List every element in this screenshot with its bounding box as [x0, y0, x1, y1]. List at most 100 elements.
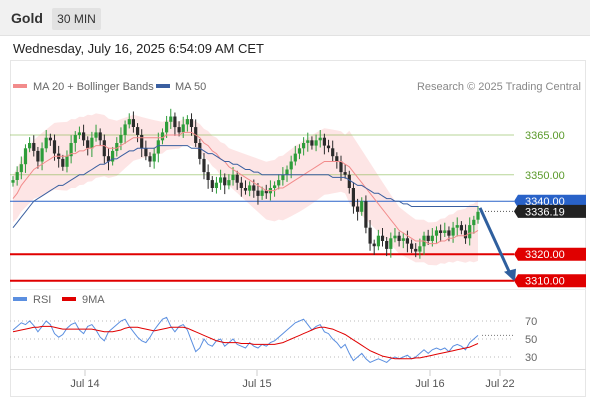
- moving-averages: [12, 131, 516, 282]
- candle-body: [364, 201, 368, 228]
- candle-body: [335, 156, 339, 162]
- candle-body: [36, 150, 40, 162]
- candle-body: [430, 235, 434, 241]
- candle-body: [376, 235, 380, 247]
- candle-body: [418, 246, 422, 252]
- candle-body: [11, 180, 15, 183]
- x-tick-label: Jul 22: [485, 378, 514, 390]
- forecast-arrow-head: [504, 268, 516, 282]
- ma50-line: [12, 145, 478, 229]
- candle-body: [144, 148, 148, 157]
- candle-body: [140, 135, 144, 149]
- candle-body: [414, 248, 418, 252]
- candle-body: [210, 180, 214, 188]
- candle-body: [119, 135, 123, 143]
- candle-body: [459, 225, 463, 231]
- candle-body: [165, 121, 169, 133]
- chart-datetime: Wednesday, July 16, 2025 6:54:09 AM CET: [13, 41, 264, 56]
- candle-body: [472, 219, 476, 226]
- candle-body: [297, 148, 302, 154]
- legend-swatch-rsi: [13, 297, 27, 301]
- rsi-line: [12, 316, 479, 363]
- candle-body: [185, 119, 189, 125]
- candle-body: [202, 158, 206, 173]
- candle-body: [23, 148, 28, 165]
- candle-body: [351, 188, 355, 207]
- candle-body: [256, 190, 260, 196]
- candle-body: [106, 156, 111, 162]
- candle-body: [239, 182, 243, 188]
- candle-body: [447, 230, 451, 236]
- candle-body: [360, 201, 364, 212]
- x-tick-label: Jul 16: [415, 378, 444, 390]
- candle-body: [397, 235, 401, 241]
- candle-body: [123, 124, 127, 135]
- candle-body: [206, 172, 210, 180]
- research-credit: Research © 2025 Trading Central: [417, 81, 581, 93]
- candle-body: [214, 182, 218, 188]
- ma20-line: [12, 131, 479, 245]
- candle-body: [243, 188, 248, 191]
- level-tag-3310.00: 3310.00: [525, 276, 565, 288]
- rsi-9ma-line: [12, 325, 479, 360]
- candle-body: [44, 137, 48, 149]
- candle-body: [52, 140, 57, 154]
- legend-label-9ma: 9MA: [82, 294, 105, 306]
- candle-body: [223, 177, 227, 186]
- candle-body: [389, 238, 393, 249]
- candle-body: [86, 140, 90, 149]
- candle-body: [219, 177, 223, 183]
- chart-frame: [10, 60, 586, 397]
- candle-body: [102, 140, 106, 157]
- legend-swatch-ma20: [13, 84, 27, 88]
- candle-body: [463, 230, 468, 239]
- candle-body: [434, 230, 439, 236]
- level-label-3365.00: 3365.00: [525, 130, 565, 142]
- candle-body: [231, 174, 235, 181]
- legend-label-ma20: MA 20 + Bollinger Bands: [33, 81, 154, 93]
- candle-body: [227, 180, 231, 186]
- candle-body: [32, 143, 36, 151]
- candle-body: [77, 132, 81, 135]
- candle-body: [156, 140, 160, 154]
- candle-body: [393, 235, 397, 239]
- candle-body: [61, 158, 65, 167]
- candle-body: [177, 127, 181, 133]
- chart-header: Gold 30 MIN: [0, 0, 590, 36]
- candle-body: [15, 172, 19, 180]
- candle-body: [264, 190, 268, 194]
- candle-body: [160, 132, 165, 141]
- candle-body: [405, 238, 409, 244]
- timeframe-tab[interactable]: 30 MIN: [52, 8, 101, 30]
- level-tag-3310.00-bg: [514, 274, 586, 288]
- candle-body: [98, 132, 102, 141]
- candle-body: [90, 137, 94, 149]
- rsi-tick-label-50: 50: [525, 334, 537, 346]
- candle-body: [372, 243, 376, 247]
- level-tag-3320.00: 3320.00: [525, 249, 565, 261]
- candle-body: [302, 143, 306, 149]
- candle-body: [326, 145, 331, 149]
- rsi-tick-label-30: 30: [525, 352, 537, 364]
- candle-body: [322, 137, 326, 146]
- level-label-3350.00: 3350.00: [525, 170, 565, 182]
- legend-swatch-9ma: [62, 297, 76, 301]
- candle-body: [410, 243, 414, 249]
- x-tick-label: Jul 14: [70, 378, 99, 390]
- candle-body: [131, 119, 135, 127]
- candle-body: [318, 137, 322, 141]
- candle-body: [198, 143, 202, 159]
- candle-body: [380, 235, 385, 241]
- candle-body: [347, 174, 351, 188]
- current-price-tag-bg: [514, 204, 586, 218]
- candle-body: [426, 235, 430, 241]
- price-tags: 3365.003350.003340.003320.003310.003336.…: [514, 130, 586, 288]
- candle-body: [314, 140, 318, 146]
- candle-body: [181, 124, 185, 133]
- legend-label-ma50: MA 50: [175, 81, 206, 93]
- x-tick-label: Jul 15: [242, 378, 271, 390]
- candle-body: [306, 140, 310, 143]
- candle-body: [65, 156, 69, 167]
- candle-body: [136, 127, 140, 135]
